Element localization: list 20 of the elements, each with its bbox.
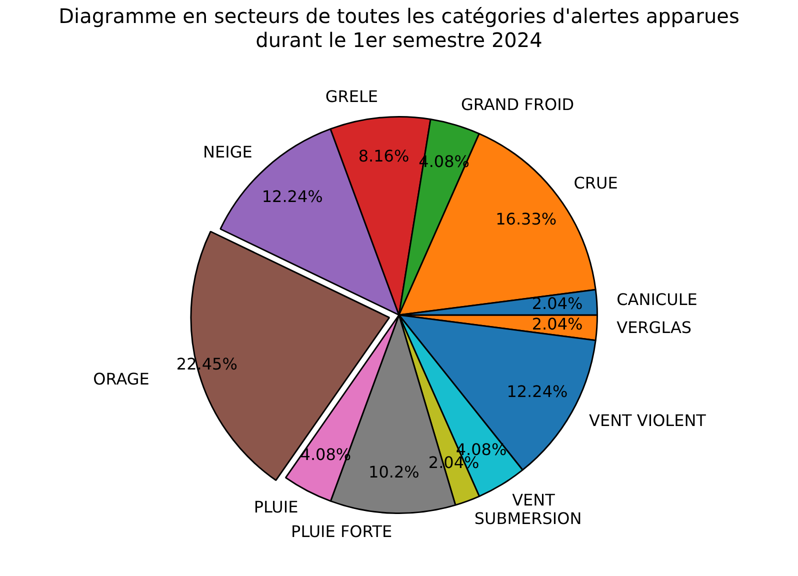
slice-label: PLUIE [254, 498, 298, 517]
data-label: 2.04% [532, 294, 583, 313]
slice-label: CRUE [574, 174, 618, 193]
slice-label: VENT VIOLENT [589, 411, 706, 430]
data-label: 12.24% [506, 382, 568, 401]
data-label: 12.24% [262, 186, 323, 206]
slice-label: PLUIE FORTE [291, 522, 392, 542]
chart-title: Diagramme en secteurs de toutes les catégories d'alertes apparues durant le 1er semestre 2024 [58, 4, 740, 52]
slice-label: CANICULE [616, 290, 698, 310]
slice-label: GRELE [325, 87, 378, 106]
slice-label: VENT [512, 490, 556, 510]
slice-label: NEIGE [203, 142, 252, 162]
data-label: 16.33% [496, 209, 557, 228]
slice-label: SUBMERSION [474, 508, 582, 528]
slice-label: GRAND FROID [460, 95, 574, 114]
data-label: 8.16% [358, 146, 410, 166]
data-label: 2.04% [532, 314, 583, 334]
slice-label: VERGLAS [616, 318, 692, 338]
data-label: 10.2% [368, 462, 420, 482]
slice-label: ORAGE [93, 370, 150, 389]
